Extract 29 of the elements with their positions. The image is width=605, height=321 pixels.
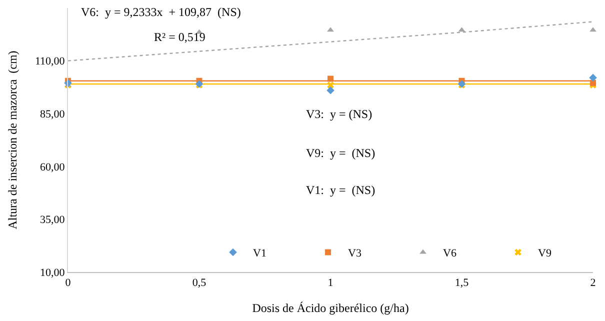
legend-label: V3	[348, 248, 362, 260]
y-tick-label: 10,00	[40, 266, 66, 279]
y-tick-label: 85,00	[40, 108, 66, 120]
annotation: V1: y = (NS)	[306, 183, 376, 197]
legend-label: V6	[443, 248, 457, 260]
x-tick-label: 0	[65, 277, 72, 290]
point	[326, 86, 334, 94]
point	[589, 74, 597, 82]
point	[590, 80, 596, 86]
y-tick-label: 110,00	[34, 56, 66, 68]
y-tick-label: 35,00	[40, 214, 66, 226]
annotation: R² = 0,519	[154, 30, 206, 44]
point	[328, 76, 334, 82]
y-axis-title: Altura de insercion de mazorca (cm)	[5, 50, 20, 230]
x-tick-label: 0,5	[192, 277, 207, 290]
legend-label: V1	[253, 248, 266, 260]
point	[327, 82, 334, 88]
x-tick-label: 1	[328, 277, 334, 290]
x-tick-label: 1,5	[454, 277, 470, 290]
point	[590, 27, 596, 32]
annotation: V6: y = 9,2333x + 109,87 (NS)	[81, 5, 241, 19]
x-tick-label: 2	[590, 277, 596, 290]
legend-label: V9	[538, 248, 552, 260]
point	[327, 27, 334, 32]
annotation: V3: y = (NS)	[306, 107, 372, 121]
x-axis-title: Dosis de Ácido giberélico (g/ha)	[252, 301, 409, 316]
line-series	[68, 21, 593, 62]
y-tick-label: 60,00	[40, 161, 66, 174]
annotation: V9: y = (NS)	[306, 146, 376, 160]
